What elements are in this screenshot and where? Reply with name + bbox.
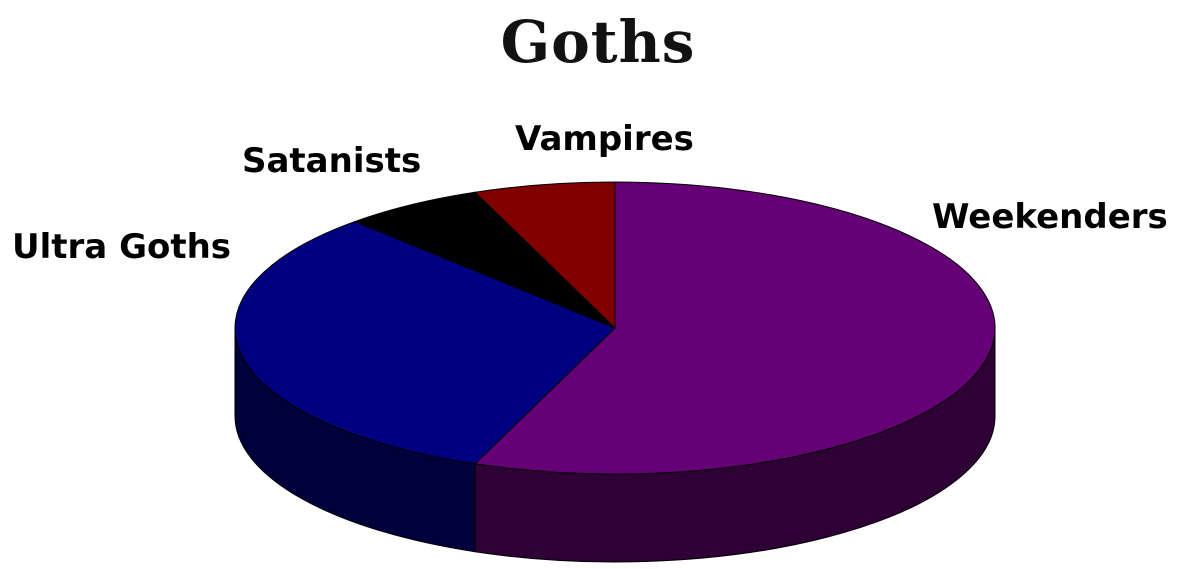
pie-slice-satanists: [353, 191, 616, 329]
pie-labels: Weekenders Ultra Goths Satanists Vampires: [12, 119, 1168, 267]
pie-label-ultra-goths: Ultra Goths: [12, 227, 231, 267]
pie-slices: [234, 181, 996, 475]
pie-slice-weekenders: [474, 181, 996, 475]
pie-slice-ultra-goths: [234, 221, 616, 465]
pie-label-weekenders: Weekenders: [932, 197, 1168, 237]
pie-label-satanists: Satanists: [242, 141, 421, 181]
chart-title: Goths: [501, 8, 696, 76]
pie-label-vampires: Vampires: [515, 119, 694, 159]
pie-slice-vampires: [474, 181, 616, 330]
